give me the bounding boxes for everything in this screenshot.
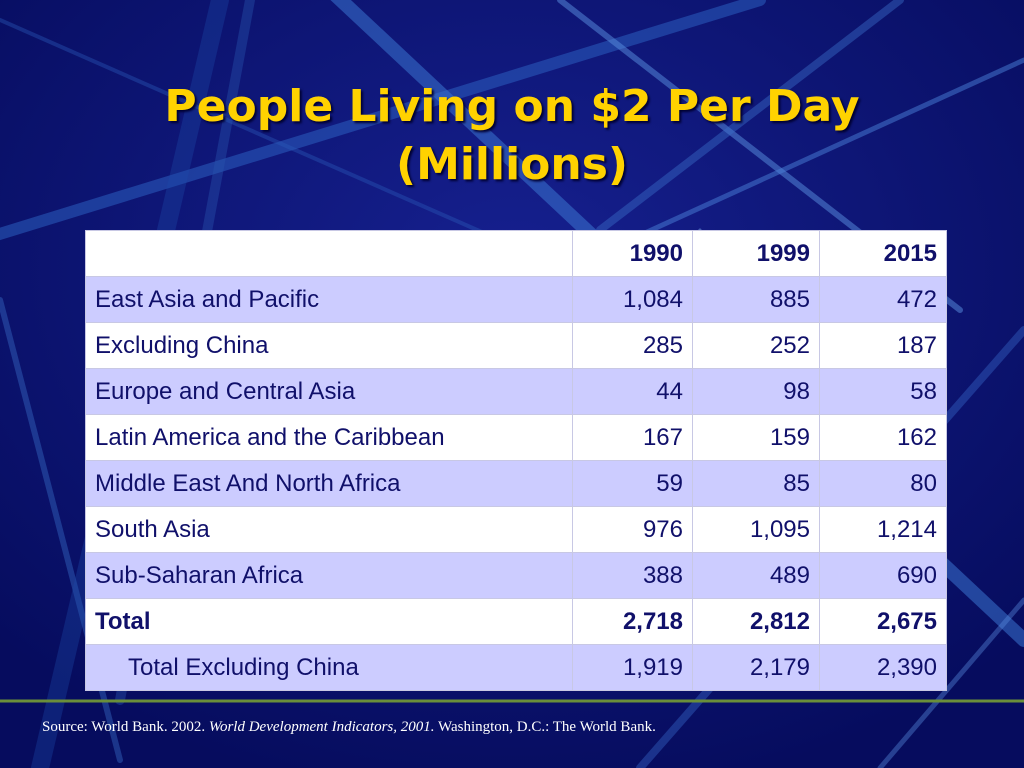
row-label: East Asia and Pacific (85, 276, 573, 323)
cell-2015: 2,675 (819, 598, 947, 645)
cell-1999: 2,812 (692, 598, 820, 645)
source-title: World Development Indicators, 2001. (208, 719, 435, 735)
table-row: Sub-Saharan Africa 388 489 690 (85, 552, 947, 599)
row-label: Middle East And North Africa (85, 460, 573, 507)
header-cell-1999: 1999 (692, 230, 820, 277)
cell-1990: 167 (572, 414, 693, 461)
cell-2015: 58 (819, 368, 947, 415)
data-table: 1990 1999 2015 East Asia and Pacific 1,0… (85, 230, 947, 691)
table-row-total-excluding-china: Total Excluding China 1,919 2,179 2,390 (85, 644, 947, 691)
cell-1990: 285 (572, 322, 693, 369)
cell-1990: 1,084 (572, 276, 693, 323)
cell-2015: 80 (819, 460, 947, 507)
title-line-1: People Living on $2 Per Day (164, 81, 860, 132)
cell-2015: 472 (819, 276, 947, 323)
table-row: Excluding China 285 252 187 (85, 322, 947, 369)
cell-1999: 85 (692, 460, 820, 507)
row-label: Sub-Saharan Africa (85, 552, 573, 599)
table-row-total: Total 2,718 2,812 2,675 (85, 598, 947, 645)
cell-1999: 885 (692, 276, 820, 323)
cell-1999: 1,095 (692, 506, 820, 553)
cell-1990: 44 (572, 368, 693, 415)
row-label: South Asia (85, 506, 573, 553)
row-label: Latin America and the Caribbean (85, 414, 573, 461)
cell-1990: 1,919 (572, 644, 693, 691)
cell-2015: 187 (819, 322, 947, 369)
cell-1990: 59 (572, 460, 693, 507)
table-row: Europe and Central Asia 44 98 58 (85, 368, 947, 415)
row-label: Total Excluding China (85, 644, 573, 691)
cell-1999: 98 (692, 368, 820, 415)
row-label: Total (85, 598, 573, 645)
source-citation: Source: World Bank. 2002. World Developm… (42, 719, 656, 736)
title-line-2: (Millions) (395, 139, 629, 190)
cell-1999: 2,179 (692, 644, 820, 691)
table-row: East Asia and Pacific 1,084 885 472 (85, 276, 947, 323)
header-cell-blank (85, 230, 573, 277)
header-cell-2015: 2015 (819, 230, 947, 277)
source-suffix: Washington, D.C.: The World Bank. (434, 719, 656, 735)
cell-2015: 690 (819, 552, 947, 599)
table-header-row: 1990 1999 2015 (85, 230, 947, 277)
cell-2015: 2,390 (819, 644, 947, 691)
table-row: Latin America and the Caribbean 167 159 … (85, 414, 947, 461)
header-cell-1990: 1990 (572, 230, 693, 277)
source-prefix: Source: World Bank. 2002. (42, 719, 209, 735)
page-title: People Living on $2 Per Day (Millions) (0, 78, 1024, 194)
cell-1999: 252 (692, 322, 820, 369)
table-row: Middle East And North Africa 59 85 80 (85, 460, 947, 507)
cell-1990: 388 (572, 552, 693, 599)
cell-1999: 159 (692, 414, 820, 461)
cell-1990: 2,718 (572, 598, 693, 645)
row-label: Europe and Central Asia (85, 368, 573, 415)
cell-1999: 489 (692, 552, 820, 599)
cell-2015: 162 (819, 414, 947, 461)
cell-2015: 1,214 (819, 506, 947, 553)
cell-1990: 976 (572, 506, 693, 553)
row-label: Excluding China (85, 322, 573, 369)
table-row: South Asia 976 1,095 1,214 (85, 506, 947, 553)
